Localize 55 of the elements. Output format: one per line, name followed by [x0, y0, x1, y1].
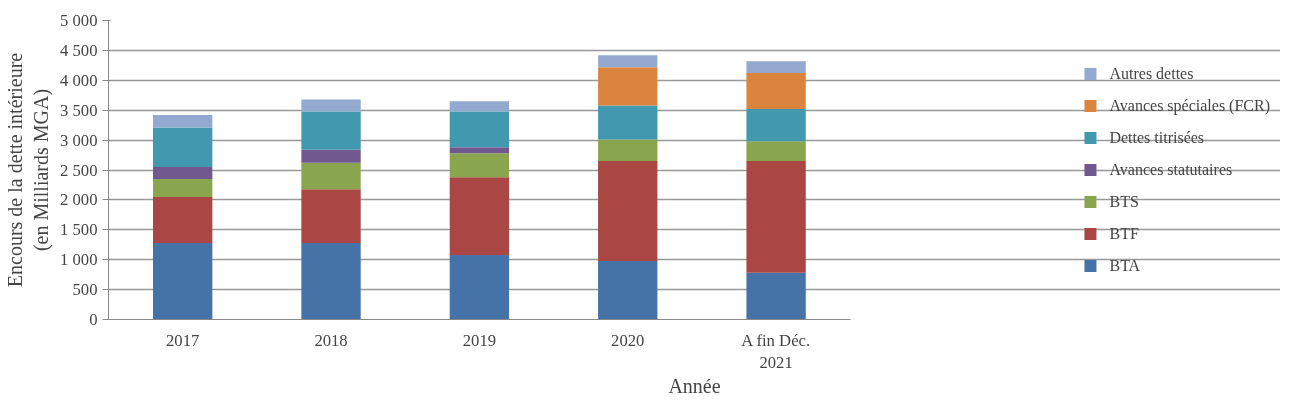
bar	[598, 105, 658, 140]
bar	[301, 242, 361, 320]
bar	[153, 196, 213, 243]
legend-label: BTF	[1109, 224, 1139, 243]
bar	[153, 127, 213, 168]
x-axis-title: Année	[668, 375, 721, 398]
y-tick-label: 0	[89, 310, 98, 329]
x-tick-label: 2018	[314, 330, 348, 350]
bar	[153, 242, 213, 320]
legend-label: Autres dettes	[1109, 64, 1194, 83]
y-tick-label: 3 500	[60, 100, 98, 120]
legend-label: BTA	[1109, 256, 1141, 275]
bar	[153, 178, 213, 197]
bar	[598, 139, 658, 162]
legend-label: BTS	[1109, 192, 1139, 211]
bar	[153, 114, 213, 128]
bar	[746, 272, 806, 320]
bar	[598, 67, 658, 106]
bar	[301, 162, 361, 190]
y-axis-title: Encours de la dette intérieure (en Milliards MGA)	[3, 52, 54, 288]
bar	[301, 189, 361, 243]
bar	[449, 153, 510, 178]
y-tick-label: 5 000	[60, 11, 98, 30]
bar	[153, 167, 213, 179]
bar	[301, 111, 361, 150]
bar	[598, 55, 658, 68]
bar	[598, 260, 658, 320]
legend-label: Avances spéciales (FCR)	[1109, 96, 1270, 115]
bar	[746, 73, 806, 109]
bar	[746, 141, 806, 162]
bar	[301, 99, 361, 112]
y-tick-label: 4 000	[60, 70, 98, 90]
bar	[746, 161, 806, 273]
bar	[449, 101, 510, 112]
legend-label: Dettes titrisées	[1109, 128, 1205, 147]
x-tick-label: A fin Déc. 2021	[741, 330, 811, 373]
bar	[449, 147, 510, 154]
bar	[449, 177, 510, 255]
bar	[598, 161, 658, 261]
bar	[449, 111, 510, 148]
y-tick-label: 4 500	[60, 40, 98, 60]
legend-label: Avances statutaires	[1109, 160, 1233, 179]
bar	[301, 149, 361, 163]
x-tick-label: 2017	[166, 330, 200, 350]
y-tick-label: 1 000	[60, 250, 98, 270]
bar	[746, 109, 806, 142]
bar	[746, 61, 806, 74]
x-tick-label: 2020	[611, 330, 645, 350]
y-tick-label: 500	[72, 280, 98, 300]
y-tick-label: 1 500	[60, 220, 98, 240]
y-tick-label: 2 500	[60, 160, 98, 180]
y-tick-label: 2 000	[60, 190, 98, 210]
x-tick-label: 2019	[462, 330, 497, 350]
y-tick-label: 3 000	[60, 130, 98, 150]
bar	[449, 254, 510, 320]
